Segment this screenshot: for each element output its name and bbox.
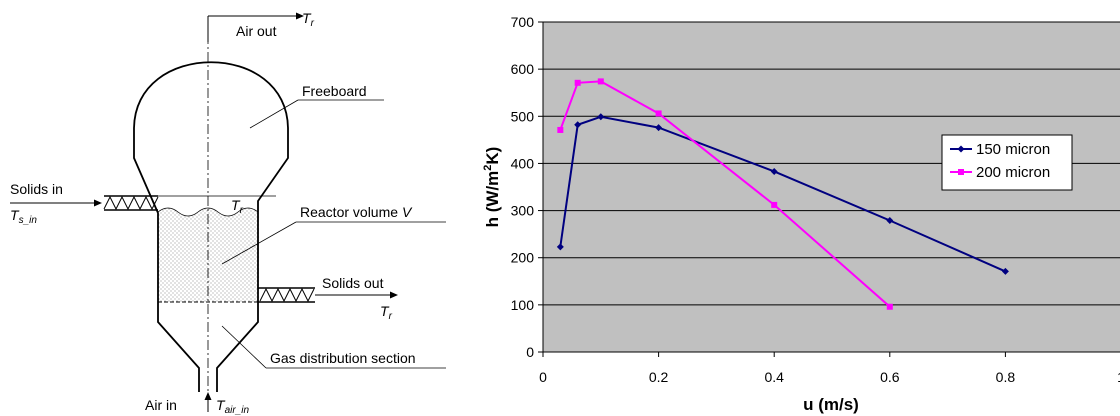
legend: 150 micron 200 micron bbox=[941, 134, 1073, 191]
gas-distribution-label: Gas distribution section bbox=[270, 350, 416, 366]
y-tick-label: 500 bbox=[511, 108, 535, 124]
solids-in-label: Solids in bbox=[10, 181, 63, 197]
air-out-label: Air out bbox=[236, 23, 277, 39]
data-point-150-micron bbox=[556, 243, 564, 251]
x-tick-label: 0.6 bbox=[880, 369, 900, 385]
data-point-200-micron bbox=[597, 78, 604, 85]
data-point-150-micron bbox=[770, 167, 778, 175]
reactor-volume-leader bbox=[221, 221, 297, 265]
tr-out-label: Tr bbox=[380, 303, 393, 322]
y-tick-label: 300 bbox=[511, 203, 535, 219]
air-in-label: Air in bbox=[145, 397, 177, 413]
legend-marker-150 bbox=[957, 145, 965, 153]
legend-label-200: 200 micron bbox=[976, 164, 1050, 181]
y-tick-label: 100 bbox=[511, 297, 535, 313]
data-point-150-micron bbox=[655, 124, 663, 132]
solids-out-arrowhead bbox=[390, 291, 398, 299]
bed-surface-line bbox=[157, 207, 259, 217]
freeboard-label: Freeboard bbox=[302, 83, 367, 99]
tr-top-label: Tr bbox=[302, 10, 315, 29]
solids-out-screw bbox=[259, 287, 315, 303]
axes: 0 100 200 300 400 500 600 700 0 0.2 0.4 0.6 0.8 1 bbox=[511, 14, 1120, 385]
vessel-outline bbox=[133, 61, 289, 392]
y-axis-title: h (W/m2K) bbox=[482, 147, 502, 228]
series-line-200-micron bbox=[559, 80, 891, 308]
air-out-arrowhead bbox=[296, 12, 304, 20]
data-point-150-micron bbox=[574, 121, 582, 129]
air-in-arrowhead bbox=[204, 392, 212, 400]
tr-bed-label: Tr bbox=[231, 197, 244, 216]
legend-marker-200 bbox=[958, 169, 964, 175]
x-tick-label: 0 bbox=[539, 369, 547, 385]
gridlines bbox=[543, 21, 1120, 306]
x-tick-label: 0.4 bbox=[764, 369, 784, 385]
y-tick-label: 0 bbox=[526, 344, 534, 360]
y-tick-label: 600 bbox=[511, 61, 535, 77]
ts-in-label: Ts_in bbox=[10, 207, 37, 226]
y-tick-label: 400 bbox=[511, 155, 535, 171]
data-point-200-micron bbox=[557, 126, 564, 133]
legend-label-150: 150 micron bbox=[976, 141, 1050, 158]
x-tick-label: 0.2 bbox=[649, 369, 669, 385]
data-point-150-micron bbox=[1001, 267, 1009, 275]
solids-out-label: Solids out bbox=[322, 275, 384, 291]
gas-distribution-leader bbox=[221, 325, 267, 369]
x-tick-label: 1 bbox=[1117, 369, 1120, 385]
y-tick-label: 200 bbox=[511, 250, 535, 266]
reactor-volume-label: Reactor volume V bbox=[300, 204, 413, 220]
x-tick-label: 0.8 bbox=[996, 369, 1016, 385]
reactor-diagram: Air out Tr Freeboard Solids in Ts_in Tr … bbox=[10, 10, 446, 416]
freeboard-leader bbox=[249, 99, 299, 129]
data-point-150-micron bbox=[886, 216, 894, 224]
data-point-150-micron bbox=[597, 113, 605, 121]
heat-transfer-chart: 0 100 200 300 400 500 600 700 0 0.2 0.4 0.6 0.8 1 u (… bbox=[482, 14, 1120, 414]
solids-in-screw bbox=[103, 195, 159, 211]
tair-in-label: Tair_in bbox=[216, 397, 249, 416]
y-tick-label: 700 bbox=[511, 14, 535, 30]
solids-in-arrowhead bbox=[94, 199, 102, 207]
x-axis-title: u (m/s) bbox=[803, 395, 859, 414]
legend-box bbox=[941, 134, 1073, 191]
data-point-200-micron bbox=[771, 201, 778, 208]
data-point-200-micron bbox=[655, 110, 662, 117]
data-point-200-micron bbox=[574, 79, 581, 86]
data-point-200-micron bbox=[886, 303, 893, 310]
series-layer bbox=[556, 78, 1009, 310]
